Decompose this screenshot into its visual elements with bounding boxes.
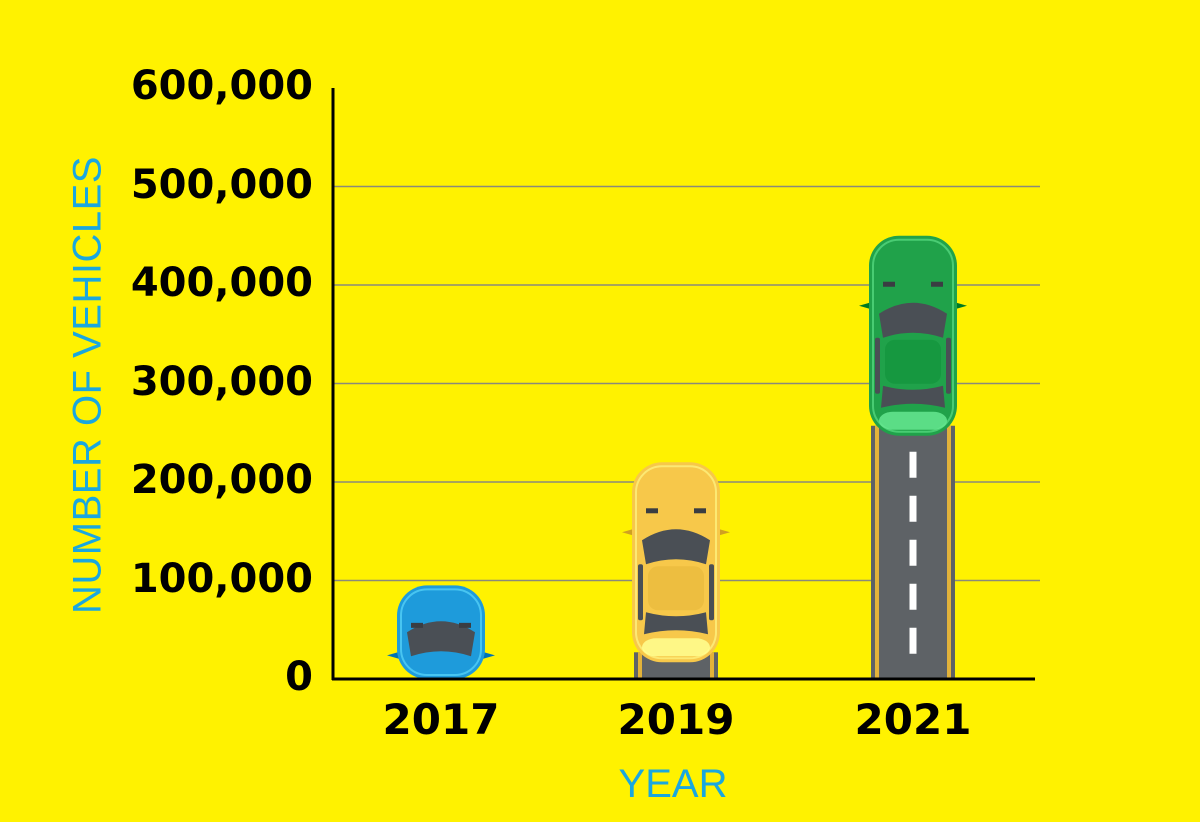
x-tick-label: 2021 (854, 695, 972, 744)
bar-2017 (387, 585, 495, 679)
x-axis-label: YEAR (618, 762, 728, 806)
y-tick-label: 500,000 (130, 161, 313, 208)
x-tick-label: 2019 (617, 695, 735, 744)
y-tick-label: 600,000 (130, 63, 313, 109)
y-axis-label: NUMBER OF VEHICLES (65, 156, 110, 614)
y-tick-label: 300,000 (130, 358, 313, 405)
y-tick-label: 0 (285, 654, 313, 700)
y-tick-label: 100,000 (130, 555, 313, 602)
x-tick-label: 2017 (382, 695, 500, 744)
y-tick-label: 400,000 (130, 260, 313, 306)
bar-2019 (622, 462, 730, 679)
y-tick-label: 200,000 (130, 457, 313, 503)
bar-2021 (859, 235, 967, 679)
